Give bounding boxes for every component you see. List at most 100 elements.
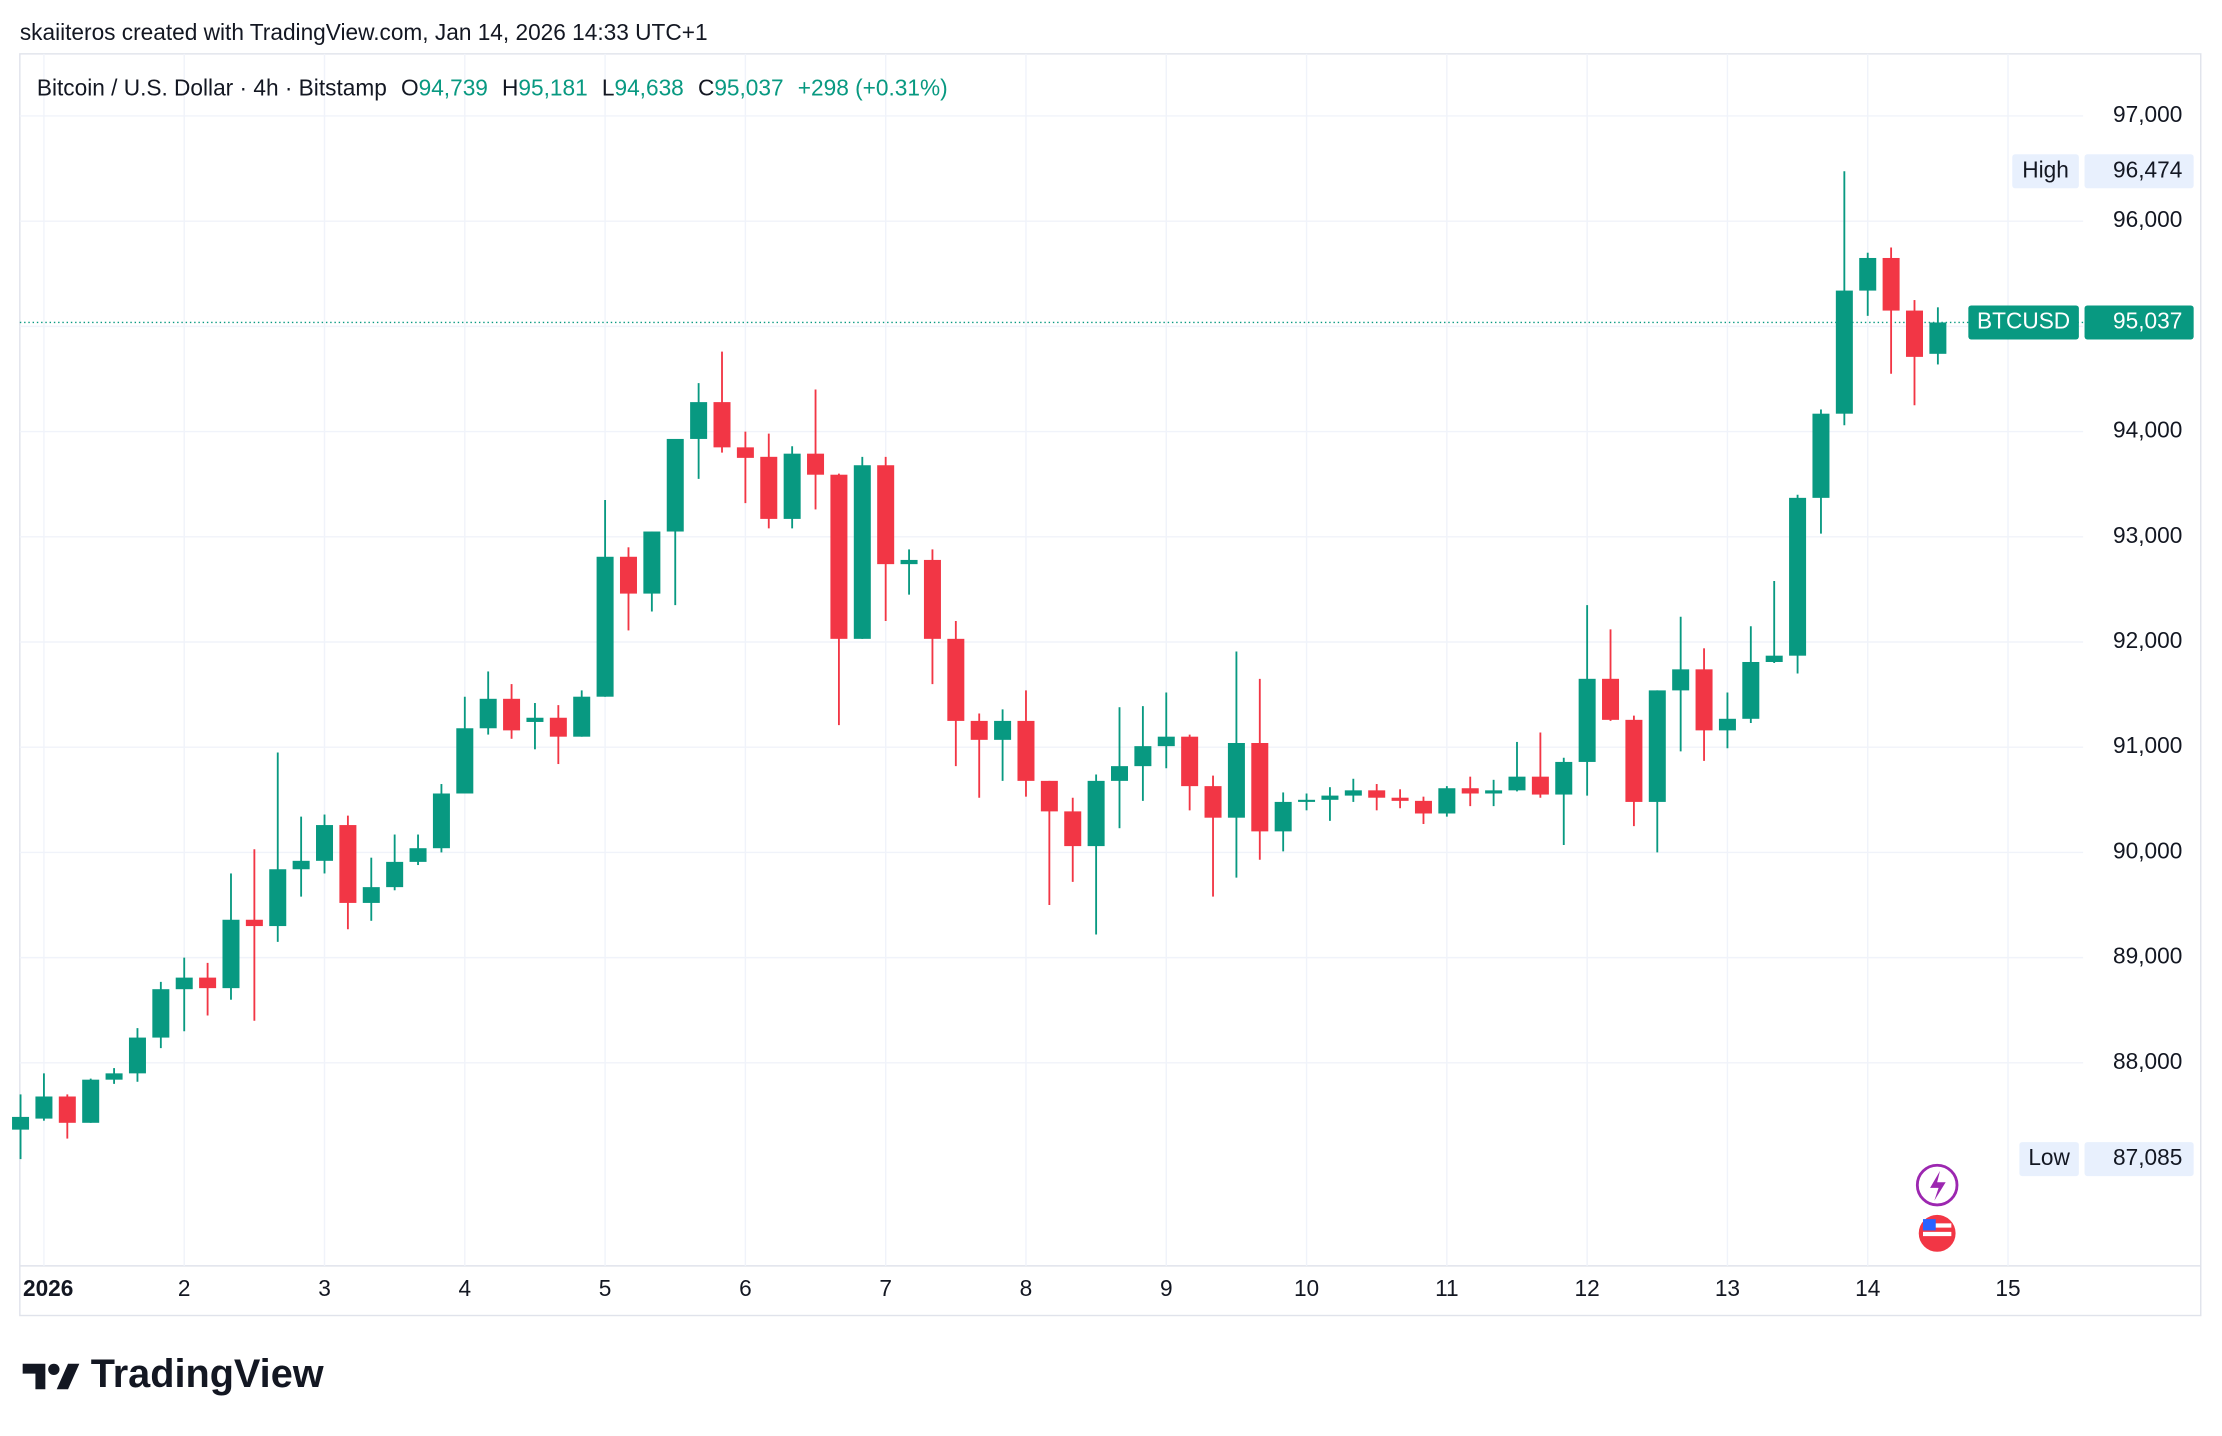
x-tick-label: 7 [879, 1275, 892, 1301]
ohlc-change: +298 (+0.31%) [798, 74, 948, 100]
candle-body [690, 402, 708, 439]
icon-canton [1922, 1219, 1936, 1231]
high-label-box [2012, 154, 2079, 189]
candle-body [1134, 746, 1152, 767]
candle-body [1508, 776, 1526, 791]
candle-body [35, 1096, 53, 1119]
logo-dot [48, 1363, 60, 1376]
candle-body [1882, 257, 1900, 311]
ohlc-key: O [401, 74, 419, 100]
x-tick-label: 4 [459, 1275, 472, 1301]
x-tick-label: 13 [1715, 1275, 1740, 1301]
logo-text: TradingView [91, 1352, 324, 1396]
last-value-box [2084, 305, 2194, 340]
candle-body [1859, 257, 1877, 291]
candle-body [1368, 790, 1386, 798]
candle-body [760, 456, 778, 519]
candle-body [1111, 766, 1129, 781]
y-tick-label: 94,000 [2113, 417, 2182, 443]
candle-body [573, 696, 591, 737]
candle-body [1929, 322, 1947, 354]
x-tick-label: 6 [739, 1275, 752, 1301]
credit: skaiiteros created with TradingView.com,… [20, 19, 708, 45]
candle-body [1718, 718, 1736, 731]
event-icons [1915, 1163, 1959, 1255]
ohlc-key: L [602, 74, 615, 100]
candle-body [1040, 780, 1058, 812]
candle-body [1157, 736, 1175, 747]
candle-body [1812, 413, 1830, 498]
candle-body [1485, 790, 1503, 794]
candle-body [877, 465, 895, 565]
ohlc-legend: O 94,739 H 95,181 L 94,638 C 95,037 +298 (+0.31%… [401, 74, 948, 100]
candle-body [1227, 742, 1245, 818]
x-tick-label: 8 [1020, 1275, 1033, 1301]
candle-body [1181, 736, 1199, 787]
last-label-box [1968, 305, 2079, 340]
candle-body [1344, 790, 1362, 796]
x-tick-label: 15 [1995, 1275, 2020, 1301]
candle-body [549, 717, 567, 737]
ohlc-value: 95,037 [714, 74, 783, 100]
candle-body [947, 638, 965, 721]
high-label: High [2022, 156, 2069, 182]
candle-body [1625, 719, 1643, 802]
candle-body [409, 848, 427, 862]
last-label: BTCUSD [1977, 307, 2070, 333]
candle-body [339, 825, 357, 903]
candle-body [1461, 788, 1479, 794]
candle-body [1414, 800, 1432, 814]
candle-body [619, 556, 637, 594]
y-tick-label: 91,000 [2113, 732, 2182, 758]
candle-body [1017, 720, 1035, 781]
candle-body [292, 860, 310, 870]
candle-body [1672, 669, 1690, 691]
icon-stripe [1922, 1231, 1952, 1237]
candle-body [362, 887, 380, 903]
candle-body [269, 869, 287, 927]
candle-body [1835, 290, 1853, 414]
low-value-box [2084, 1142, 2194, 1177]
candle-body [1742, 661, 1760, 719]
x-tick-label: 3 [318, 1275, 331, 1301]
candle-body [1765, 655, 1783, 662]
high-value-box [2084, 154, 2194, 189]
ohlc-value: 94,739 [419, 74, 488, 100]
ohlc-value: 95,181 [518, 74, 587, 100]
candle-body [713, 402, 731, 448]
ohlc-key: H [502, 74, 518, 100]
candle-body [1602, 678, 1620, 720]
candle-body [1064, 811, 1082, 847]
last-value: 95,037 [2113, 307, 2182, 333]
candle-body [1204, 786, 1222, 818]
candle-body [1391, 797, 1409, 801]
candle-body [666, 438, 684, 532]
candle-body [316, 825, 334, 861]
candle-body [994, 720, 1012, 740]
candle-body [1438, 788, 1456, 814]
candle-body [970, 720, 988, 740]
candle-body [245, 919, 263, 927]
y-tick-label: 92,000 [2113, 627, 2182, 653]
candle-body [830, 474, 848, 639]
candle-body [1087, 780, 1105, 847]
candle-body [199, 977, 217, 989]
x-tick-label: 14 [1855, 1275, 1880, 1301]
candle-body [1905, 310, 1923, 357]
chart-frame [19, 53, 2202, 1317]
candle-body [1578, 678, 1596, 762]
low-value: 87,085 [2113, 1144, 2182, 1170]
candle-body [175, 977, 193, 990]
high-value: 96,474 [2113, 156, 2182, 182]
y-tick-label: 89,000 [2113, 943, 2182, 969]
candle-body [128, 1037, 146, 1074]
candle-body [923, 559, 941, 639]
candle-body [12, 1116, 30, 1130]
candle-body [596, 556, 614, 697]
candle-body [1274, 801, 1292, 832]
y-tick-label: 93,000 [2113, 522, 2182, 548]
candle-body [1298, 799, 1316, 802]
icon-bolt [1930, 1170, 1946, 1201]
